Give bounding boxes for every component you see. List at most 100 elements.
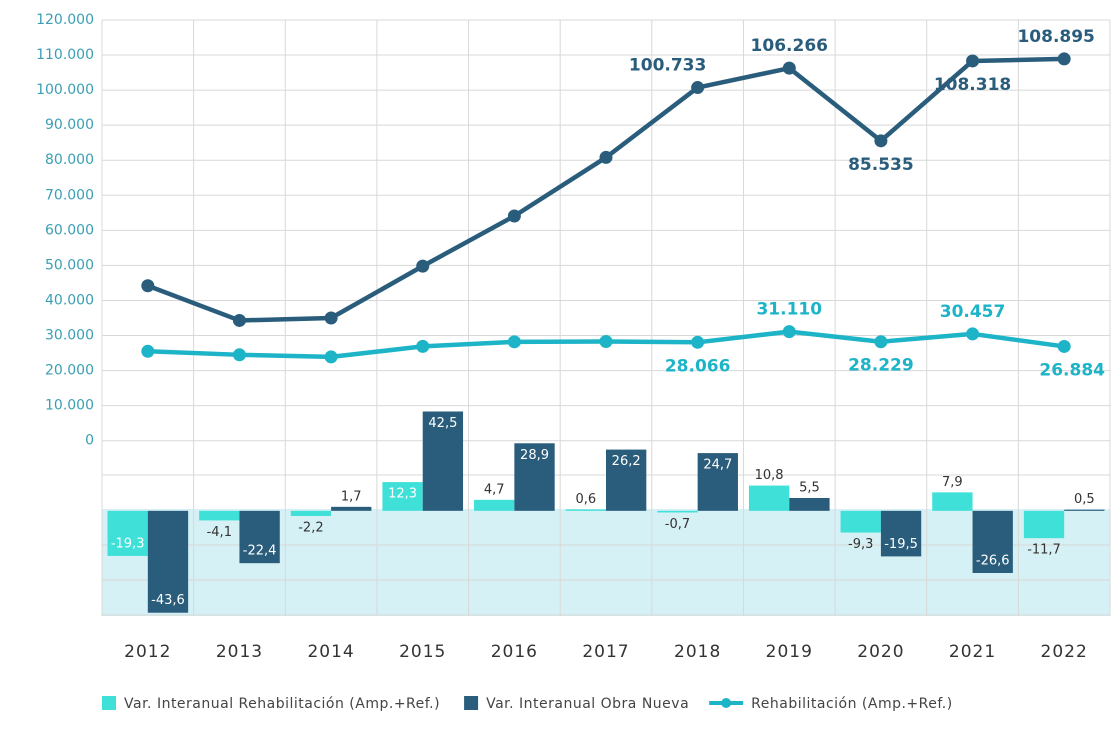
y-tick-label: 100.000 [36, 82, 94, 98]
bar-label: 24,7 [703, 458, 732, 473]
bar-label: -26,6 [976, 553, 1010, 568]
line-point [141, 344, 155, 358]
x-tick-label: 2015 [399, 642, 446, 662]
bar [422, 411, 464, 511]
bar-label: 0,6 [575, 492, 596, 507]
x-tick-label: 2016 [491, 642, 538, 662]
line-label: 28.066 [665, 356, 731, 376]
line-point [416, 339, 430, 353]
bar [697, 453, 738, 511]
bar [932, 492, 973, 511]
bar [514, 443, 555, 511]
bar [290, 510, 332, 516]
bar-label: 4,7 [484, 482, 505, 497]
line-point [874, 134, 888, 148]
line-label: 30.457 [940, 302, 1006, 322]
x-tick-label: 2018 [674, 642, 721, 662]
x-tick-label: 2019 [766, 642, 813, 662]
bar-label: 42,5 [428, 416, 457, 431]
bar [789, 497, 830, 511]
y-tick-label: 120.000 [36, 12, 94, 28]
line-point [782, 61, 796, 75]
bar-label: 12,3 [388, 487, 417, 502]
bar [239, 510, 280, 564]
bar-label: 7,9 [942, 475, 963, 490]
bar [606, 449, 647, 511]
line-label: 26.884 [1039, 360, 1105, 380]
bar [147, 510, 189, 613]
line-point [141, 279, 155, 293]
line-label: 85.535 [848, 155, 914, 175]
bar-label: 26,2 [612, 454, 641, 469]
line-point [1057, 52, 1071, 66]
y-tick-label: 0 [85, 433, 94, 449]
bar [880, 510, 922, 557]
line-point [232, 348, 246, 362]
bar-label: 0,5 [1074, 492, 1095, 507]
bar-label: 1,7 [341, 489, 362, 504]
bar-label: -0,7 [665, 517, 690, 532]
bar-label: -2,2 [298, 520, 323, 535]
y-tick-label: 70.000 [45, 187, 94, 203]
bar [972, 510, 1013, 573]
bar [474, 499, 515, 511]
bar-label: -11,7 [1027, 543, 1061, 558]
bar [565, 509, 606, 511]
line-point [691, 81, 705, 95]
bar [840, 510, 881, 533]
y-tick-label: 50.000 [45, 257, 94, 273]
line-label: 108.318 [934, 75, 1011, 95]
bar-label: 5,5 [799, 480, 820, 495]
bar [331, 506, 372, 511]
y-tick-label: 30.000 [45, 328, 94, 344]
bar-label: -19,5 [884, 537, 918, 552]
bar [1064, 509, 1105, 511]
legend-swatch [102, 696, 116, 710]
line-point [782, 325, 796, 339]
x-tick-label: 2014 [307, 642, 354, 662]
y-tick-label: 60.000 [45, 222, 94, 238]
bar-label: -43,6 [151, 593, 185, 608]
line-point [324, 311, 338, 325]
line-point [416, 259, 430, 273]
line-label: 31.110 [756, 300, 822, 320]
bar [657, 510, 698, 513]
x-tick-label: 2017 [582, 642, 629, 662]
x-tick-label: 2022 [1041, 642, 1088, 662]
line-label: 100.733 [629, 56, 706, 76]
bar-label: 10,8 [755, 468, 784, 483]
bar-label: 28,9 [520, 448, 549, 463]
y-tick-label: 40.000 [45, 292, 94, 308]
x-tick-label: 2020 [857, 642, 904, 662]
line-label: 106.266 [751, 36, 828, 56]
bar [107, 510, 148, 556]
bar [1023, 510, 1065, 539]
line-label: 28.229 [848, 356, 914, 376]
x-tick-label: 2012 [124, 642, 171, 662]
bar-label: -22,4 [243, 544, 277, 559]
bar [382, 482, 423, 511]
line-point [599, 334, 613, 348]
y-tick-label: 90.000 [45, 117, 94, 133]
bar-label: -19,3 [111, 536, 145, 551]
line-label: 108.895 [1017, 27, 1094, 47]
y-tick-label: 20.000 [45, 363, 94, 379]
y-tick-label: 110.000 [36, 47, 94, 63]
legend-label: Rehabilitación (Amp.+Ref.) [751, 696, 953, 712]
line-point [324, 350, 338, 364]
y-tick-label: 80.000 [45, 152, 94, 168]
legend-swatch [721, 698, 732, 708]
y-tick-label: 10.000 [45, 398, 94, 414]
x-tick-label: 2013 [216, 642, 263, 662]
line-point [966, 327, 980, 341]
legend-label: Var. Interanual Rehabilitación (Amp.+Ref… [124, 696, 440, 712]
bar [748, 485, 790, 511]
line-point [599, 150, 613, 164]
bar [199, 510, 240, 521]
line-point [874, 335, 888, 349]
x-tick-label: 2021 [949, 642, 996, 662]
bar-label: -9,3 [848, 537, 873, 552]
line-point [507, 209, 521, 223]
line-point [691, 335, 705, 349]
